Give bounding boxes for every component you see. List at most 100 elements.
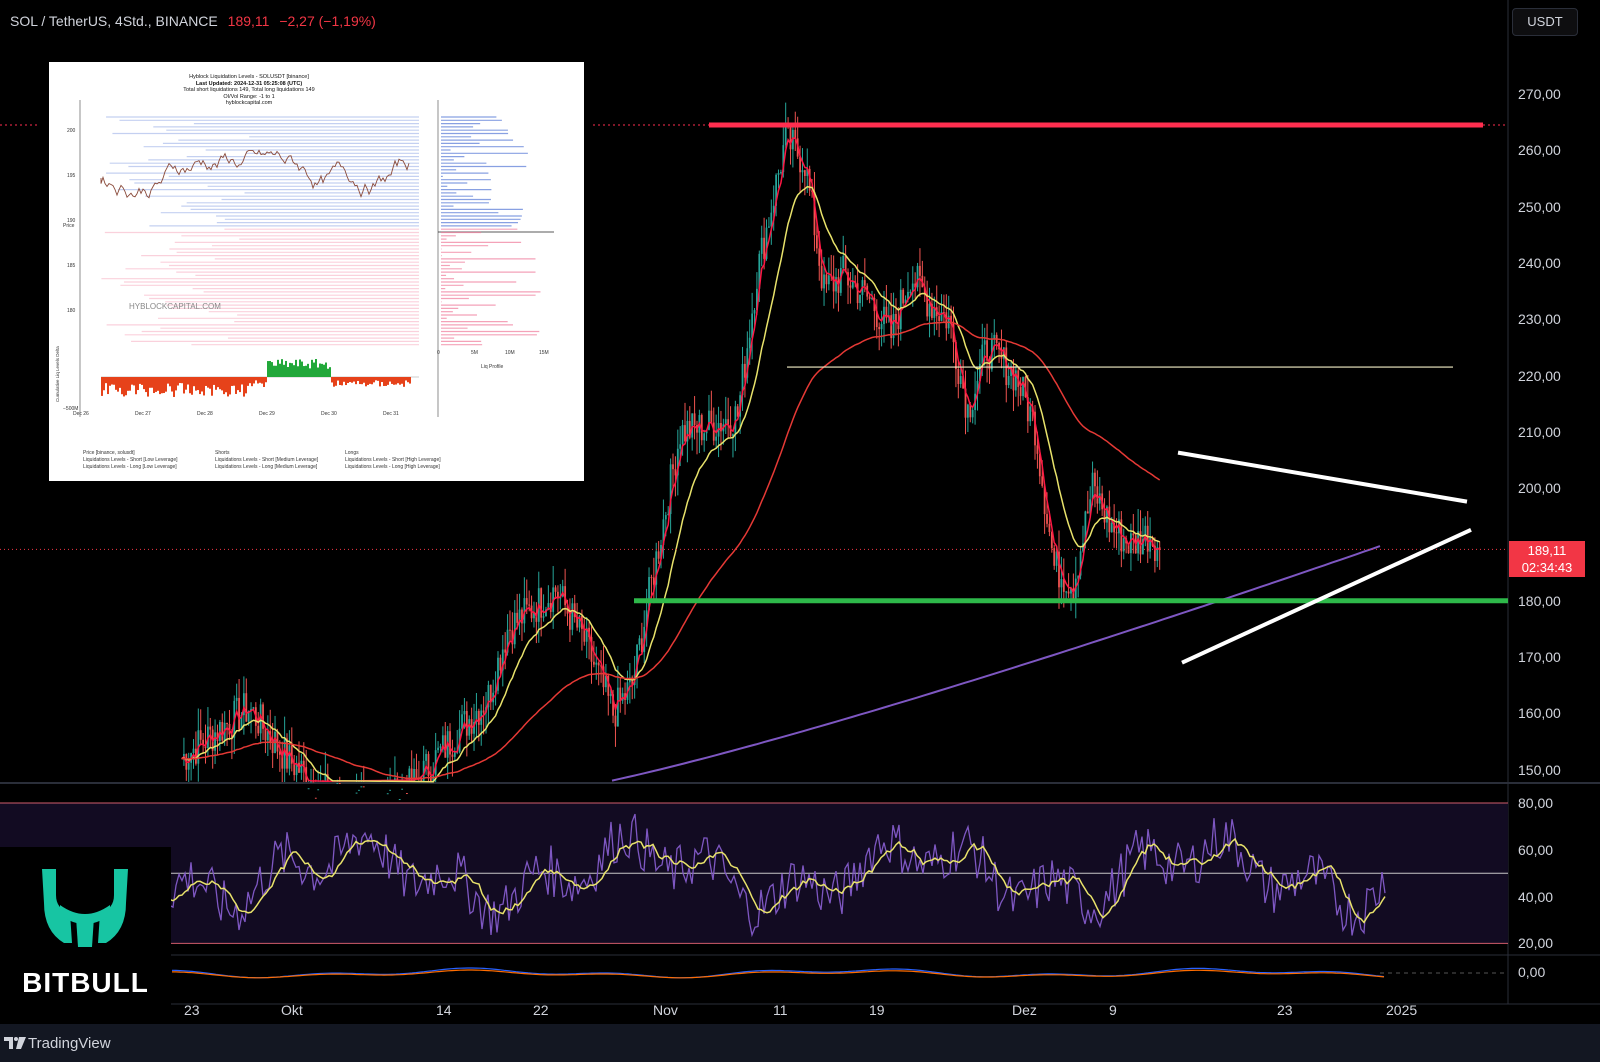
candle-body: [408, 768, 411, 782]
candle-body: [832, 276, 835, 292]
candle-body: [758, 253, 761, 289]
inset-delta-bar: [385, 377, 387, 386]
inset-delta-bar: [233, 377, 235, 386]
candle-body: [1029, 406, 1032, 422]
inset-delta-tick: −500M: [63, 406, 78, 412]
inset-delta-bar: [387, 377, 389, 385]
candle-body: [571, 603, 574, 630]
inset-delta-bar: [357, 377, 359, 381]
inset-delta-bar: [315, 359, 317, 377]
inset-delta-bar: [185, 377, 187, 390]
macd-signal-line: [172, 969, 1385, 979]
inset-delta-bar: [379, 377, 381, 387]
ema-short-line: [181, 185, 1160, 783]
candle-body: [928, 303, 931, 317]
candle-body: [257, 725, 260, 734]
candle-body: [576, 616, 579, 628]
candle-body: [437, 747, 439, 751]
inset-delta-bar: [237, 377, 239, 391]
candle-body: [801, 170, 804, 173]
inset-delta-bar: [241, 377, 243, 385]
ema-mid-line: [181, 321, 1161, 780]
candle-body: [477, 710, 480, 725]
inset-delta-bar: [317, 367, 319, 377]
candle-body: [799, 156, 801, 173]
inset-x-tick: Dec 27: [135, 411, 151, 417]
symbol-label: SOL / TetherUS, 4Std., BINANCE: [10, 13, 218, 29]
inset-delta-bar: [181, 377, 183, 384]
inset-delta-bar: [113, 377, 115, 385]
candle-body: [489, 684, 492, 703]
inset-delta-bar: [167, 377, 169, 384]
candle-body: [763, 237, 766, 259]
time-axis-tick: 2025: [1386, 1002, 1418, 1018]
inset-delta-bar: [101, 377, 103, 396]
candle-body: [638, 638, 641, 645]
inset-delta-bar: [137, 377, 139, 391]
inset-delta-bar: [391, 377, 393, 384]
candle-body: [1058, 551, 1060, 588]
tradingview-icon[interactable]: [4, 1037, 26, 1049]
candle-body: [655, 551, 658, 585]
candle-body: [475, 710, 478, 722]
candle-body: [1082, 543, 1084, 552]
inset-delta-bar: [131, 377, 133, 385]
candle-body: [818, 248, 821, 266]
inset-delta-bar: [389, 377, 391, 382]
candle-body: [564, 586, 567, 606]
candle-body: [667, 513, 670, 516]
candle-body: [835, 277, 837, 292]
candle-body: [425, 753, 427, 761]
candle-body: [283, 738, 286, 769]
ema-long-line: [611, 545, 1381, 782]
inset-delta-bar: [297, 366, 299, 377]
last-price: 189,11: [227, 13, 270, 29]
candle-body: [760, 237, 763, 254]
inset-delta-bar: [311, 359, 313, 377]
candle-body: [784, 123, 787, 146]
candle-body: [259, 704, 262, 734]
inset-delta-bar: [213, 377, 215, 385]
inset-delta-bar: [327, 368, 329, 377]
inset-delta-bar: [351, 377, 353, 383]
candle-body: [1041, 476, 1044, 486]
inset-delta-bar: [337, 377, 339, 381]
inset-delta-bar: [117, 377, 119, 392]
rsi-ma-line: [154, 837, 1386, 924]
candle-body: [506, 629, 509, 653]
candle-body: [679, 444, 682, 449]
candle-body: [602, 666, 605, 688]
currency-button[interactable]: USDT: [1512, 8, 1578, 36]
candle-body: [794, 129, 797, 139]
candle-body: [307, 788, 310, 790]
candle-body: [933, 307, 936, 318]
candle-body: [278, 751, 281, 755]
candle-body: [693, 413, 696, 426]
inset-delta-bar: [371, 377, 373, 385]
candle-body: [504, 649, 507, 653]
inset-delta-bar: [129, 377, 131, 391]
candle-body: [705, 429, 708, 434]
inset-delta-bar: [267, 361, 269, 377]
candle-body: [957, 369, 960, 384]
candle-body: [660, 544, 662, 559]
candle-body: [672, 464, 674, 470]
tradingview-label[interactable]: TradingView: [28, 1035, 111, 1052]
price-axis-tick: 240,00: [1518, 254, 1561, 271]
candle-body: [729, 425, 732, 437]
candle-body: [429, 776, 432, 782]
candle-body: [770, 212, 773, 227]
candle-body: [281, 754, 284, 769]
inset-delta-bar: [211, 377, 213, 396]
candle-body: [293, 763, 296, 776]
inset-delta-bar: [151, 377, 153, 388]
candle-body: [528, 604, 531, 606]
candle-body: [451, 754, 454, 757]
inset-title-line: Last Updated: 2024-12-31 05:25:08 (UTC): [195, 80, 303, 87]
candle-body: [252, 707, 255, 709]
inset-delta-bar: [171, 377, 173, 392]
legend-col: Shorts Liquidations Levels - Short [Medi…: [215, 450, 355, 471]
inset-delta-bar: [115, 377, 117, 390]
inset-delta-bar: [277, 359, 279, 377]
time-axis-tick: Dez: [1012, 1002, 1037, 1018]
